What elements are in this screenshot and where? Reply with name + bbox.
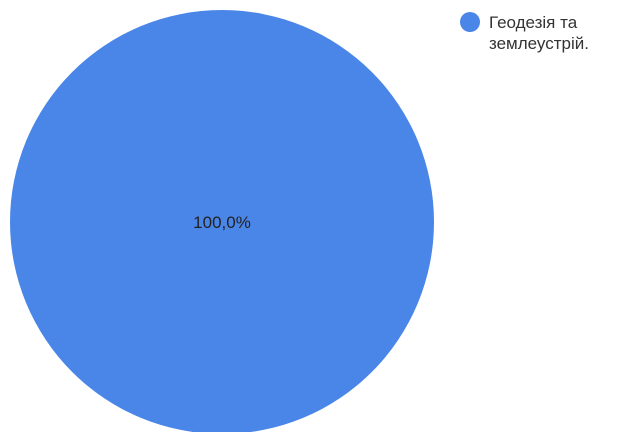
pie-slice-0 [10, 10, 434, 432]
legend-label-0: Геодезія та землеустрій. [489, 13, 589, 53]
pie-slice-label-0: 100,0% [193, 213, 251, 232]
legend: Геодезія та землеустрій. [460, 12, 639, 54]
legend-swatch-0 [460, 12, 480, 32]
